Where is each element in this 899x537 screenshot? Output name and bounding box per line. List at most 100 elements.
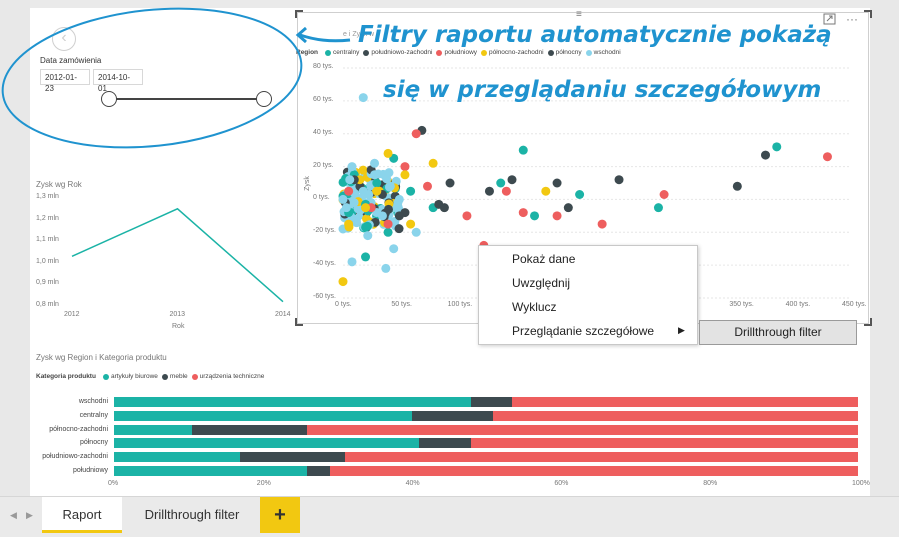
scatter-point[interactable] — [344, 219, 354, 229]
scatter-point[interactable] — [400, 170, 410, 180]
scatter-point[interactable] — [484, 186, 494, 196]
scatter-point[interactable] — [439, 203, 449, 213]
date-slider-start-handle[interactable] — [101, 91, 117, 107]
scatter-point[interactable] — [385, 181, 395, 191]
scatter-point[interactable] — [349, 198, 359, 208]
date-slider-end-handle[interactable] — [256, 91, 272, 107]
scatter-point[interactable] — [394, 211, 404, 221]
scatter-point[interactable] — [518, 208, 528, 218]
scatter-point[interactable] — [363, 231, 373, 241]
line-series-zysk[interactable] — [71, 207, 284, 303]
scatter-point[interactable] — [347, 257, 357, 267]
scatter-point[interactable] — [597, 219, 607, 229]
menu-item-drillthrough[interactable]: Przeglądanie szczegółowe — [512, 324, 655, 338]
scatter-point[interactable] — [406, 186, 416, 196]
submenu-drillthrough-filter[interactable]: Drillthrough filter — [699, 320, 857, 345]
scatter-point[interactable] — [383, 227, 393, 237]
scatter-point[interactable] — [384, 204, 394, 214]
scatter-point[interactable] — [530, 211, 540, 221]
bar-segment[interactable] — [329, 466, 858, 476]
scatter-point[interactable] — [394, 194, 404, 204]
scatter-point[interactable] — [377, 211, 387, 221]
tab-drillthrough-filter[interactable]: Drillthrough filter — [144, 507, 240, 522]
bar-segment[interactable] — [114, 438, 420, 449]
bar-segment[interactable] — [512, 397, 858, 407]
scatter-legend-item[interactable]: północno-zachodni — [489, 49, 544, 56]
bar-segment[interactable] — [471, 438, 858, 449]
scatter-point[interactable] — [406, 219, 416, 229]
scatter-point[interactable] — [341, 203, 351, 213]
scatter-point[interactable] — [563, 203, 573, 213]
scatter-point[interactable] — [358, 93, 368, 103]
scatter-point[interactable] — [382, 174, 392, 184]
scatter-legend-item[interactable]: centralny — [333, 49, 360, 56]
bar-segment[interactable] — [240, 452, 345, 463]
scatter-point[interactable] — [423, 181, 432, 191]
scatter-point[interactable] — [400, 162, 410, 172]
bar-segment[interactable] — [471, 397, 513, 407]
scatter-point[interactable] — [347, 162, 357, 172]
bar-segment[interactable] — [307, 424, 858, 435]
start-date-input[interactable]: 2012-01-23 — [40, 69, 90, 93]
tab-scroll-left-icon[interactable]: ◀ — [10, 510, 17, 520]
scatter-point[interactable] — [428, 158, 438, 168]
menu-item-exclude[interactable]: Wyklucz — [512, 300, 557, 314]
focus-mode-icon[interactable] — [823, 13, 837, 25]
scatter-point[interactable] — [338, 277, 348, 287]
more-options-icon[interactable]: ··· — [846, 12, 858, 26]
scatter-point[interactable] — [501, 186, 511, 196]
bar-legend-item[interactable]: urządzenia techniczne — [199, 373, 265, 380]
scatter-point[interactable] — [358, 165, 368, 175]
scatter-point[interactable] — [344, 186, 354, 196]
scatter-point[interactable] — [338, 194, 348, 204]
tab-raport[interactable]: Raport — [42, 497, 122, 533]
tab-scroll-right-icon[interactable]: ▶ — [26, 510, 33, 520]
bar-segment[interactable] — [114, 424, 193, 435]
bar-segment[interactable] — [411, 410, 494, 421]
scatter-point[interactable] — [518, 145, 528, 155]
scatter-point[interactable] — [552, 211, 562, 221]
scatter-point[interactable] — [383, 148, 393, 158]
menu-item-show-data[interactable]: Pokaż dane — [512, 252, 576, 266]
scatter-point[interactable] — [462, 211, 472, 221]
bar-segment[interactable] — [114, 410, 412, 421]
date-slider-track[interactable] — [110, 98, 264, 100]
scatter-point[interactable] — [352, 214, 362, 224]
scatter-point[interactable] — [822, 152, 832, 162]
scatter-point[interactable] — [445, 178, 455, 188]
bar-segment[interactable] — [493, 410, 858, 421]
bar-segment[interactable] — [344, 452, 858, 463]
scatter-legend-item[interactable]: południowy — [444, 49, 478, 56]
back-arrow-icon[interactable]: ‹ — [52, 27, 76, 51]
scatter-point[interactable] — [370, 170, 380, 180]
scatter-point[interactable] — [394, 224, 404, 234]
bar-segment[interactable] — [114, 397, 472, 407]
scatter-point[interactable] — [552, 178, 562, 188]
scatter-point[interactable] — [653, 203, 663, 213]
scatter-point[interactable] — [761, 150, 770, 160]
scatter-point[interactable] — [391, 203, 401, 213]
scatter-point[interactable] — [381, 263, 391, 273]
scatter-point[interactable] — [411, 227, 421, 237]
bar-segment[interactable] — [419, 438, 472, 449]
bar-legend-item[interactable]: artykuły biurowe — [110, 373, 158, 380]
scatter-point[interactable] — [389, 244, 399, 254]
scatter-point[interactable] — [358, 186, 368, 196]
scatter-point[interactable] — [496, 178, 506, 188]
menu-item-include[interactable]: Uwzględnij — [512, 276, 571, 290]
scatter-point[interactable] — [362, 221, 372, 231]
scatter-point[interactable] — [507, 175, 517, 185]
scatter-point[interactable] — [411, 129, 421, 139]
bar-legend-item[interactable]: meble — [169, 373, 188, 380]
scatter-legend-item[interactable]: północny — [555, 49, 582, 56]
scatter-point[interactable] — [372, 178, 382, 188]
scatter-point[interactable] — [575, 190, 585, 199]
bar-segment[interactable] — [114, 452, 241, 463]
scatter-legend-item[interactable]: wschodni — [593, 49, 621, 56]
scatter-point[interactable] — [541, 186, 551, 196]
scatter-point[interactable] — [370, 158, 380, 168]
scatter-point[interactable] — [345, 175, 355, 185]
scatter-point[interactable] — [361, 252, 371, 262]
scatter-point[interactable] — [383, 219, 393, 229]
